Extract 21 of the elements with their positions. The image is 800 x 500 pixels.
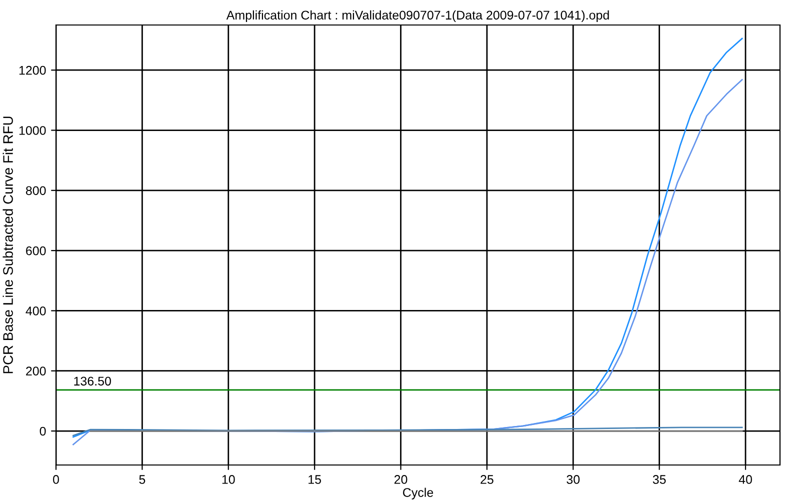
x-axis-title: Cycle — [403, 488, 434, 500]
line-series — [72, 426, 743, 436]
y-tick-label: 0 — [40, 426, 46, 436]
ref-line-label: 136.50 — [74, 376, 111, 386]
y-tick-label: 1000 — [19, 126, 46, 135]
y-tick-label: 400 — [26, 306, 46, 316]
y-tick-label: 1200 — [19, 66, 46, 75]
y-axis-title: PCR Base Line Subtracted Curve Fit RFU — [2, 116, 13, 374]
y-tick-label: 200 — [26, 366, 46, 376]
x-tick-label: 5 — [139, 475, 146, 484]
x-tick-label: 35 — [652, 475, 666, 484]
chart-title: Amplification Chart : miValidate090707-1(Data 2009-07-07 1041).opd — [226, 10, 609, 22]
x-tick-label: 40 — [738, 475, 752, 484]
x-tick-label: 15 — [308, 475, 321, 484]
x-tick-label: 25 — [480, 475, 494, 484]
x-tick-label: 0 — [53, 475, 59, 484]
x-tick-label: 10 — [222, 475, 235, 484]
x-tick-label: 20 — [394, 475, 408, 484]
y-tick-label: 600 — [26, 246, 46, 256]
y-tick-label: 800 — [26, 186, 46, 196]
x-tick-label: 30 — [566, 475, 580, 484]
